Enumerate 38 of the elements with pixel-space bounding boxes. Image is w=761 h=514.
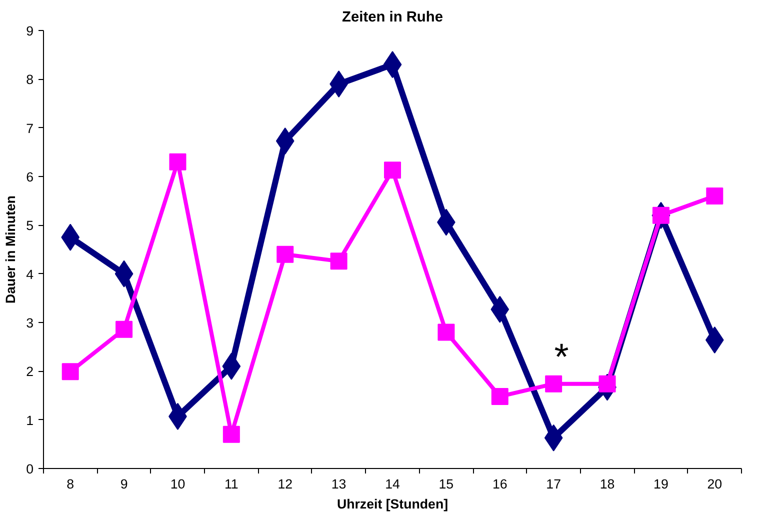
point — [384, 162, 401, 179]
y-tick-label: 2 — [26, 364, 34, 380]
point — [491, 388, 508, 405]
x-tick-label: 15 — [438, 476, 454, 492]
point — [222, 426, 240, 443]
x-tick-label: 17 — [546, 476, 561, 492]
x-tick-label: 11 — [224, 476, 238, 492]
x-tick-label: 19 — [654, 476, 668, 492]
x-tick-label: 9 — [120, 476, 128, 492]
point — [330, 252, 348, 270]
x-tick-label: 20 — [707, 476, 722, 492]
y-tick-label: 9 — [26, 24, 34, 38]
x-tick-label: 18 — [600, 476, 615, 492]
x-tick-label: 16 — [492, 476, 508, 492]
x-tick-label: 10 — [170, 476, 186, 492]
y-tick-label: 1 — [26, 412, 34, 428]
y-tick-label: 8 — [26, 72, 34, 88]
x-tick-label: 14 — [385, 476, 400, 492]
x-axis-title: Uhrzeit [Stunden] — [336, 496, 448, 512]
point — [116, 320, 133, 338]
y-tick-label: 6 — [26, 170, 34, 184]
point — [545, 375, 562, 392]
point — [706, 187, 724, 204]
y-axis-title: Dauer in Minuten — [3, 195, 18, 304]
y-tick-label: 5 — [26, 218, 34, 234]
x-tick-label: 13 — [331, 476, 346, 492]
y-tick-label: 7 — [26, 120, 34, 136]
point — [62, 363, 79, 380]
x-tick-label: 12 — [278, 476, 293, 492]
y-tick-label: 4 — [26, 266, 34, 282]
x-tick-label: 8 — [66, 476, 74, 492]
chart-title: Zeiten in Ruhe — [342, 10, 443, 26]
y-tick-label: 0 — [26, 462, 34, 476]
point — [169, 153, 186, 170]
annotation: * — [554, 336, 569, 378]
point — [438, 324, 455, 341]
y-tick-label: 3 — [26, 316, 34, 330]
point — [276, 246, 294, 263]
